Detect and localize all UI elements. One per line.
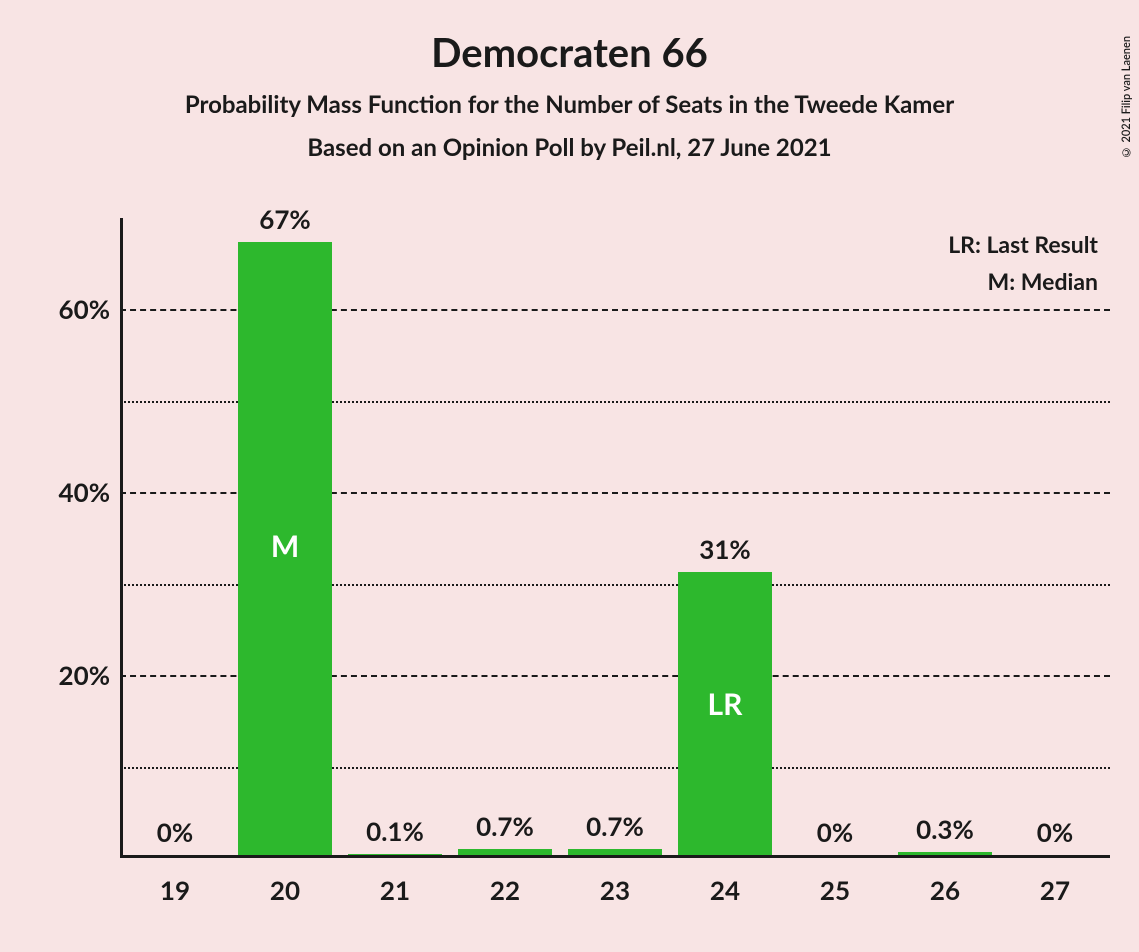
bar-value-label: 0.3% <box>916 813 974 845</box>
bar <box>458 849 552 855</box>
x-tick-label: 24 <box>710 874 740 906</box>
bar <box>898 852 992 855</box>
legend-lr: LR: Last Result <box>948 226 1098 263</box>
chart-subtitle: Probability Mass Function for the Number… <box>0 90 1139 119</box>
y-axis <box>120 218 123 858</box>
bar-value-label: 0% <box>817 816 853 848</box>
copyright-text: © 2021 Filip van Laenen <box>1120 36 1133 158</box>
chart-subtitle2: Based on an Opinion Poll by Peil.nl, 27 … <box>0 133 1139 162</box>
x-tick-label: 21 <box>380 874 410 906</box>
bar-inner-label: M <box>271 528 299 564</box>
bar-value-label: 0% <box>157 816 193 848</box>
x-tick-label: 22 <box>490 874 520 906</box>
chart-title: Democraten 66 <box>0 28 1139 76</box>
x-tick-label: 25 <box>820 874 850 906</box>
plot-area: LR: Last Result M: Median 20%40%60%0%67%… <box>120 218 1110 858</box>
x-tick-label: 26 <box>930 874 960 906</box>
bar-inner-label: LR <box>708 686 743 722</box>
bar-value-label: 0.7% <box>476 810 534 842</box>
y-tick-label: 40% <box>50 476 110 508</box>
bar-value-label: 31% <box>699 533 750 565</box>
bar-value-label: 67% <box>259 203 310 235</box>
bar <box>348 854 442 855</box>
y-tick-label: 60% <box>50 293 110 325</box>
chart-area: LR: Last Result M: Median 20%40%60%0%67%… <box>60 218 1110 918</box>
bar <box>568 849 662 855</box>
x-tick-label: 19 <box>160 874 190 906</box>
legend: LR: Last Result M: Median <box>948 226 1098 300</box>
x-axis <box>120 855 1110 858</box>
x-tick-label: 20 <box>270 874 300 906</box>
y-tick-label: 20% <box>50 659 110 691</box>
legend-m: M: Median <box>948 263 1098 300</box>
x-tick-label: 27 <box>1040 874 1070 906</box>
bar-value-label: 0.7% <box>586 810 644 842</box>
bar-value-label: 0% <box>1037 816 1073 848</box>
x-tick-label: 23 <box>600 874 630 906</box>
bar-value-label: 0.1% <box>366 815 424 847</box>
